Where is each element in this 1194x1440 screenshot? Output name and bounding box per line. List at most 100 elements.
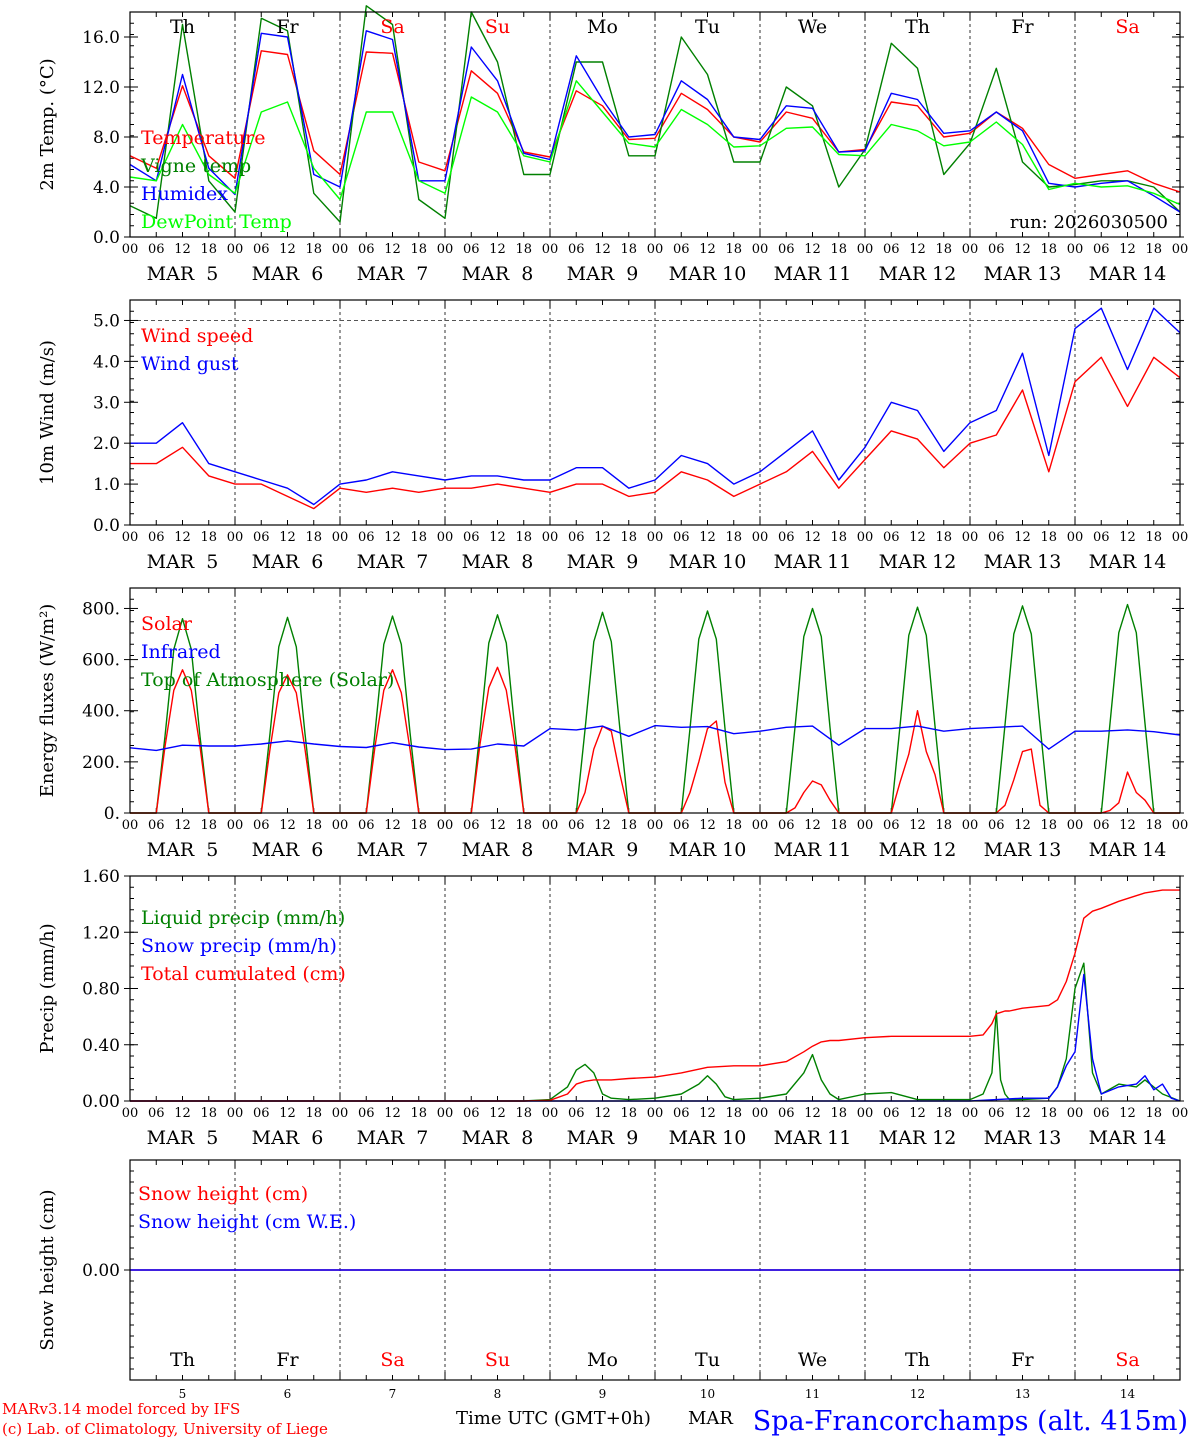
hour-tick-label: 06 [778, 242, 795, 257]
hour-tick-label: 12 [489, 1106, 506, 1121]
day-number-label: 10 [700, 1387, 715, 1401]
series-wind-speed [130, 356, 1181, 510]
hour-tick-label: 12 [174, 1106, 191, 1121]
hour-tick-label: 00 [1067, 530, 1084, 545]
hour-tick-label: 18 [725, 530, 742, 545]
day-number-label: 8 [494, 1387, 502, 1401]
hour-tick-label: 00 [437, 818, 454, 833]
hour-tick-label: 18 [515, 242, 532, 257]
y-tick-label: 200. [82, 753, 120, 773]
hour-tick-label: 12 [804, 242, 821, 257]
hour-tick-label: 18 [620, 530, 637, 545]
hour-tick-label: 12 [1014, 530, 1031, 545]
hour-tick-label: 00 [647, 1106, 664, 1121]
hour-tick-label: 06 [988, 818, 1005, 833]
date-label: MAR 7 [357, 1127, 429, 1149]
weekday-label-top: We [798, 16, 827, 38]
y-tick-label: 12.0 [82, 78, 120, 98]
hour-tick-label: 18 [725, 1106, 742, 1121]
hour-tick-label: 00 [857, 242, 874, 257]
hour-tick-label: 12 [1014, 1106, 1031, 1121]
hour-tick-label: 06 [778, 818, 795, 833]
hour-tick-label: 18 [620, 1106, 637, 1121]
y-tick-label: 8.0 [93, 128, 120, 148]
hour-tick-label: 12 [594, 818, 611, 833]
hour-tick-label: 06 [778, 530, 795, 545]
hour-tick-label: 18 [620, 818, 637, 833]
hour-tick-label: 12 [279, 530, 296, 545]
date-label: MAR 6 [252, 839, 324, 861]
legend-entry: Humidex [141, 183, 228, 205]
hour-tick-label: 00 [1067, 1106, 1084, 1121]
hour-tick-label: 00 [437, 242, 454, 257]
hour-tick-label: 00 [542, 242, 559, 257]
hour-tick-label: 06 [988, 242, 1005, 257]
hour-tick-label: 00 [752, 1106, 769, 1121]
hour-tick-label: 06 [883, 818, 900, 833]
date-label: MAR 5 [147, 551, 219, 573]
date-label: MAR 6 [252, 551, 324, 573]
y-tick-label: 1.20 [82, 923, 120, 943]
hour-tick-label: 12 [279, 242, 296, 257]
hour-tick-label: 12 [804, 818, 821, 833]
y-tick-label: 3.0 [93, 393, 120, 413]
series-vigne-temp [129, 5, 1181, 223]
date-label: MAR 11 [774, 551, 852, 573]
hour-tick-label: 12 [489, 530, 506, 545]
hour-tick-label: 18 [410, 242, 427, 257]
hour-tick-label: 06 [673, 1106, 690, 1121]
hour-tick-label: 06 [673, 530, 690, 545]
y-tick-label: 0. [104, 804, 120, 824]
hour-tick-label: 00 [227, 242, 244, 257]
y-tick-label: 16.0 [82, 28, 120, 48]
hour-tick-label: 12 [594, 530, 611, 545]
hour-tick-label: 18 [1145, 1106, 1162, 1121]
weekday-label-bottom: Th [170, 1349, 195, 1371]
date-label: MAR 14 [1089, 1127, 1167, 1149]
hour-tick-label: 00 [1172, 530, 1189, 545]
y-axis-label: 2m Temp. (°C) [37, 58, 58, 190]
y-tick-label: 1.0 [93, 475, 120, 495]
hour-tick-label: 18 [410, 1106, 427, 1121]
hour-tick-label: 12 [279, 818, 296, 833]
x-axis-label: Time UTC (GMT+0h) [456, 1408, 651, 1429]
credit-lab: (c) Lab. of Climatology, University of L… [2, 1420, 328, 1438]
hour-tick-label: 00 [647, 242, 664, 257]
hour-tick-label: 00 [857, 1106, 874, 1121]
plot-frame [129, 11, 1181, 238]
weekday-label-top: Th [170, 16, 195, 38]
hour-tick-label: 06 [568, 1106, 585, 1121]
hour-tick-label: 18 [830, 1106, 847, 1121]
hour-tick-label: 12 [909, 242, 926, 257]
day-number-label: 13 [1015, 1387, 1030, 1401]
hour-tick-label: 00 [752, 530, 769, 545]
hour-tick-label: 00 [122, 242, 139, 257]
panel-wind: 0.0 1.0 2.0 3.0 4.0 5.0 10m Wind (m/s) Wind spe… [37, 299, 1189, 573]
hour-tick-label: 12 [174, 530, 191, 545]
hour-tick-label: 00 [122, 818, 139, 833]
date-label: MAR 12 [879, 263, 957, 285]
hour-tick-label: 06 [463, 818, 480, 833]
hour-tick-label: 12 [594, 1106, 611, 1121]
y-tick-label: 600. [82, 651, 120, 671]
date-label: MAR 8 [462, 551, 534, 573]
hour-tick-label: 00 [752, 242, 769, 257]
day-number-label: 5 [179, 1387, 187, 1401]
hour-tick-label: 06 [1093, 530, 1110, 545]
date-label: MAR 8 [462, 839, 534, 861]
hour-tick-label: 00 [962, 818, 979, 833]
hour-tick-label: 12 [174, 818, 191, 833]
weekday-label-bottom: Su [485, 1349, 510, 1371]
legend-entry: Wind speed [141, 325, 253, 347]
x-axis-month: MAR [688, 1408, 733, 1429]
hour-tick-label: 18 [305, 818, 322, 833]
weekday-label-bottom: Sa [380, 1349, 404, 1371]
day-number-label: 14 [1120, 1387, 1136, 1401]
date-label: MAR 8 [462, 1127, 534, 1149]
day-number-label: 6 [284, 1387, 292, 1401]
y-tick-label: 4.0 [93, 178, 120, 198]
hour-tick-label: 06 [883, 242, 900, 257]
hour-tick-label: 06 [253, 1106, 270, 1121]
plot-frame [129, 299, 1181, 526]
hour-tick-label: 06 [883, 530, 900, 545]
